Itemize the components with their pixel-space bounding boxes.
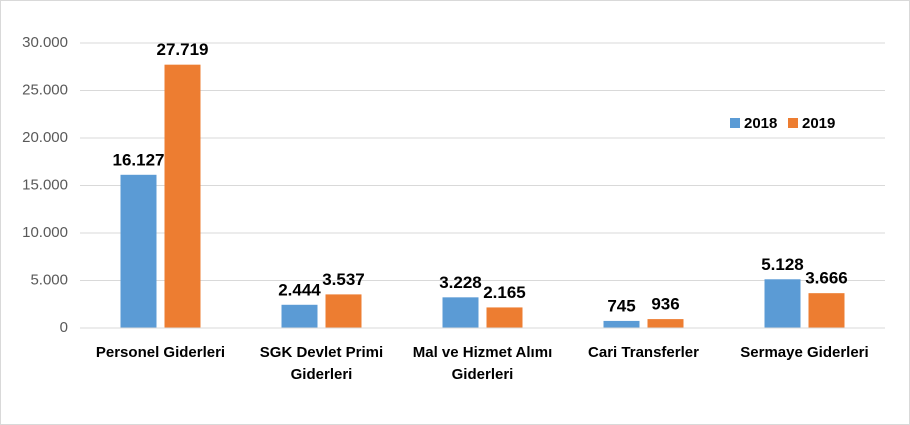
legend-swatch — [788, 118, 798, 128]
y-tick-label: 25.000 — [22, 81, 68, 98]
bar — [764, 279, 801, 328]
x-tick-label: SGK Devlet Primi Giderleri — [259, 344, 384, 383]
y-tick-label: 5.000 — [30, 271, 68, 288]
bar — [281, 304, 318, 328]
x-tick-label: Mal ve Hizmet Alımı Giderleri — [412, 344, 553, 383]
value-label: 3.228 — [439, 273, 482, 292]
y-tick-label: 20.000 — [22, 129, 68, 146]
value-label: 936 — [651, 295, 679, 314]
value-label: 2.165 — [483, 283, 526, 302]
y-tick-label: 30.000 — [22, 34, 68, 51]
bar — [647, 319, 684, 328]
bar — [603, 320, 640, 328]
x-tick-label: Cari Transferler — [588, 344, 699, 361]
legend-label: 2018 — [744, 115, 777, 132]
bar — [442, 297, 479, 328]
value-label: 2.444 — [278, 280, 321, 299]
y-tick-label: 15.000 — [22, 176, 68, 193]
value-label: 745 — [607, 296, 635, 315]
bar — [486, 307, 523, 328]
value-label: 16.127 — [113, 150, 165, 169]
value-label: 3.666 — [805, 269, 848, 288]
value-label: 3.537 — [322, 270, 365, 289]
y-tick-label: 0 — [60, 319, 68, 336]
bar — [120, 174, 157, 328]
bar — [164, 64, 201, 329]
x-tick-label: Personel Giderleri — [95, 344, 226, 361]
legend-label: 2019 — [802, 115, 835, 132]
y-tick-label: 10.000 — [22, 224, 68, 241]
bar — [325, 294, 362, 328]
legend-swatch — [730, 118, 740, 128]
value-label: 5.128 — [761, 255, 804, 274]
x-tick-label: Sermaye Giderleri — [740, 344, 869, 361]
bar — [808, 293, 845, 328]
value-label: 27.719 — [157, 40, 209, 59]
